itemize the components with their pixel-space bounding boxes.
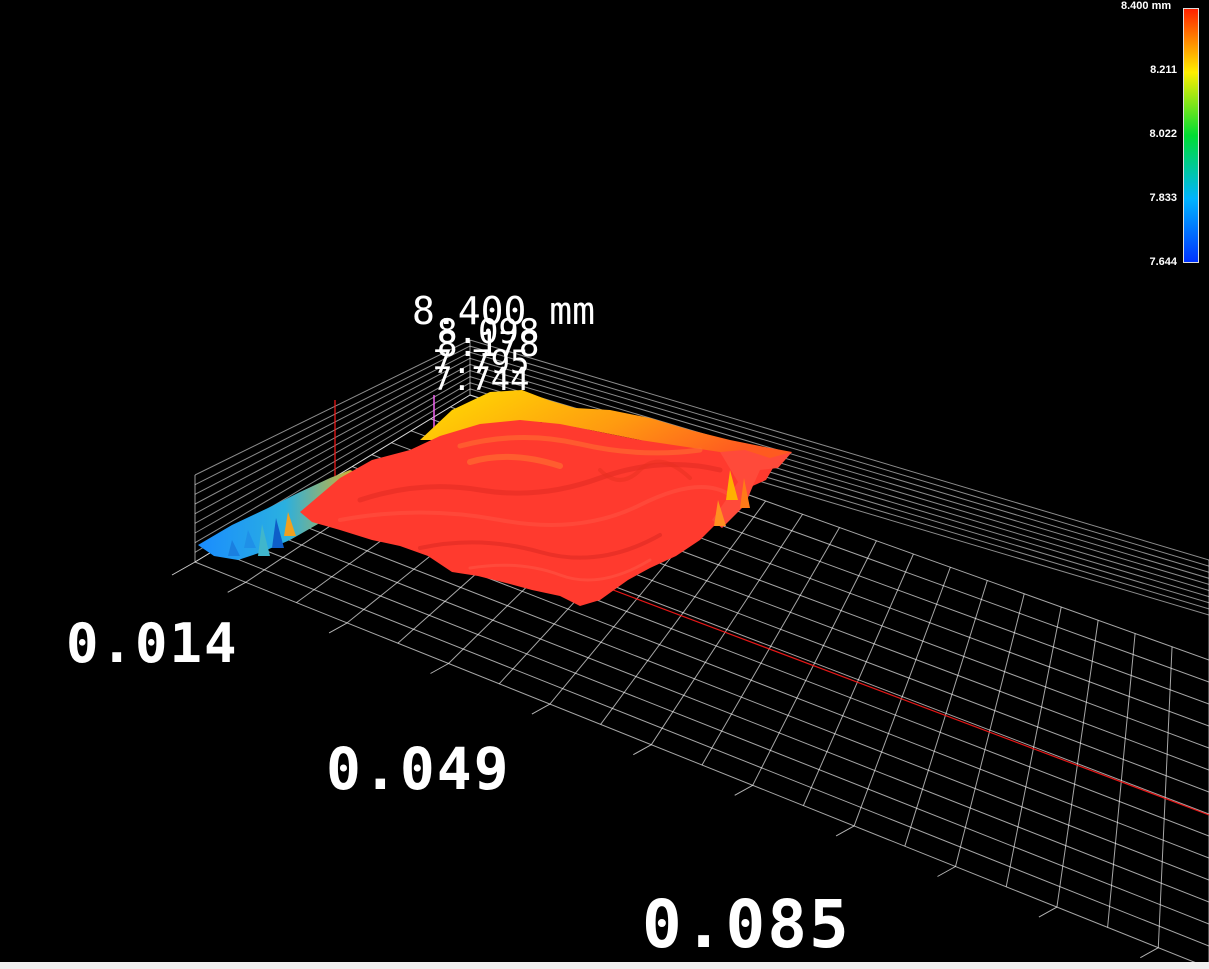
surface-fold (418, 533, 662, 560)
floor-tick (835, 825, 855, 837)
surface-fold (468, 558, 652, 582)
surface-mesh (198, 390, 792, 606)
z-tick-label: 7.744 (433, 360, 530, 398)
colorbar-title: 8.400 mm (1121, 0, 1172, 12)
surface-spike (740, 478, 750, 508)
floor-grid-line (194, 561, 1196, 962)
floor-grid-line (273, 513, 1209, 881)
floor-tick (937, 866, 956, 877)
floor-tick (531, 703, 551, 715)
floor-grid-line (234, 537, 1209, 925)
floor-tick (1038, 906, 1058, 918)
z-tick-label: 8.178 (437, 325, 540, 365)
status-strip (0, 962, 1209, 969)
surface-spike (272, 518, 284, 548)
x-tick-label: 0.014 (66, 612, 239, 675)
z-tick-label: 7.795 (433, 343, 530, 381)
floor-tick (227, 581, 246, 593)
floor-tick (1140, 947, 1159, 959)
colorbar (1183, 8, 1199, 263)
back-wall-line (194, 345, 471, 486)
surface-fold (598, 459, 692, 482)
x-tick-label: 0.049 (326, 735, 511, 803)
back-wall-line (194, 370, 471, 524)
surface-fold (338, 485, 732, 527)
floor-tick (430, 663, 449, 674)
surface-spike (726, 470, 738, 500)
back-wall-line (469, 339, 1209, 561)
surface-fold (467, 453, 563, 469)
surface-spike (258, 524, 270, 556)
floor-tick (734, 784, 753, 796)
x-tick-label: 0.085 (642, 886, 851, 963)
surface-fold (357, 462, 723, 503)
back-wall-line (469, 351, 1209, 573)
floor-grid (171, 394, 1209, 962)
surface-fold (457, 435, 703, 456)
surface-spike (284, 512, 296, 536)
surface-spike (244, 530, 256, 548)
back-wall-line (194, 357, 471, 505)
floor-grid-line (214, 549, 1209, 947)
back-wall-line (469, 345, 1209, 567)
back-wall-line (469, 370, 1209, 592)
z-tick-label: 8.400 mm (412, 289, 596, 333)
colorbar-tick: 8.022 (1149, 128, 1177, 140)
axis-line (599, 584, 1209, 816)
z-tick-label: 8.098 (437, 312, 540, 352)
floor-grid-line (253, 525, 1209, 903)
colorbar-tick: 8.211 (1150, 64, 1177, 76)
back-wall-line (194, 382, 471, 544)
back-wall-line (194, 351, 471, 495)
floor-edge-line (171, 561, 196, 576)
colorbar-tick: 7.833 (1149, 192, 1177, 204)
surface-spike (228, 540, 240, 556)
floor-tick (328, 622, 348, 634)
back-wall-line (194, 364, 471, 515)
floor-tick (633, 744, 652, 756)
surface-spike (714, 500, 726, 526)
back-wall-line (194, 339, 471, 476)
surface-right-edge (712, 450, 792, 528)
colorbar-tick: 7.644 (1149, 256, 1177, 268)
back-wall-line (469, 363, 1209, 585)
back-wall-line (194, 376, 471, 534)
back-wall-line (469, 357, 1209, 579)
